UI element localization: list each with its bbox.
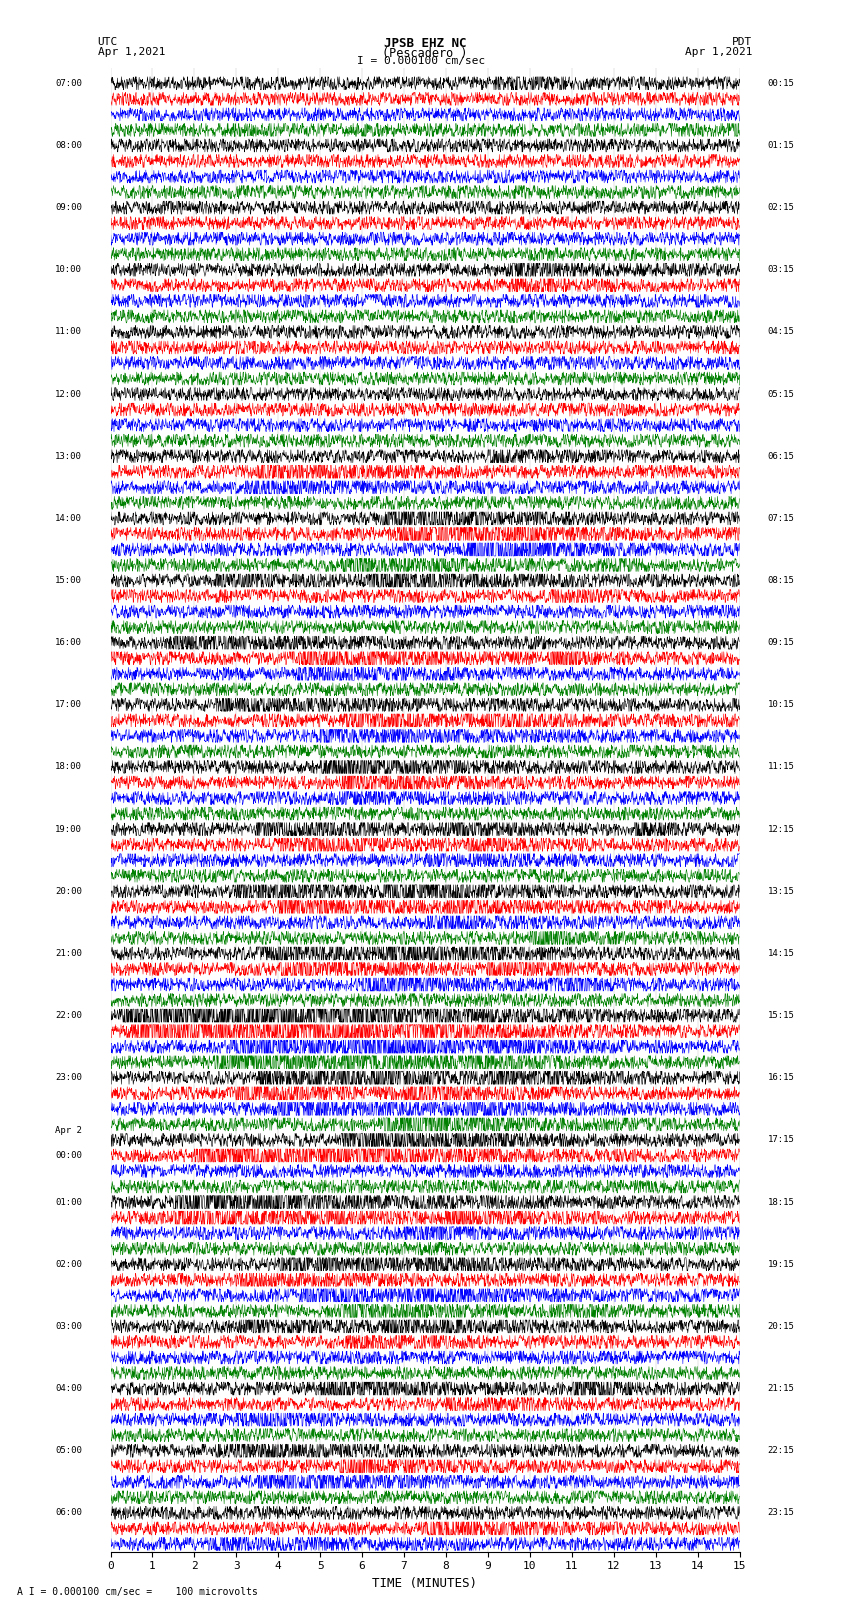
Text: Apr 1,2021: Apr 1,2021: [685, 47, 752, 56]
Text: 02:00: 02:00: [55, 1260, 82, 1269]
Text: 23:00: 23:00: [55, 1073, 82, 1082]
Text: 10:15: 10:15: [768, 700, 795, 710]
Text: 18:15: 18:15: [768, 1197, 795, 1207]
Text: 19:15: 19:15: [768, 1260, 795, 1269]
Text: 14:15: 14:15: [768, 948, 795, 958]
Text: 07:00: 07:00: [55, 79, 82, 87]
Text: 11:15: 11:15: [768, 763, 795, 771]
Text: 04:00: 04:00: [55, 1384, 82, 1394]
Text: 13:15: 13:15: [768, 887, 795, 895]
Text: 00:00: 00:00: [55, 1152, 82, 1160]
Text: PDT: PDT: [732, 37, 752, 47]
Text: 22:00: 22:00: [55, 1011, 82, 1019]
Text: 19:00: 19:00: [55, 824, 82, 834]
Text: 05:15: 05:15: [768, 390, 795, 398]
Text: 09:15: 09:15: [768, 639, 795, 647]
Text: 10:00: 10:00: [55, 265, 82, 274]
Text: 11:00: 11:00: [55, 327, 82, 337]
Text: 17:15: 17:15: [768, 1136, 795, 1145]
Text: 20:15: 20:15: [768, 1323, 795, 1331]
Text: Apr 1,2021: Apr 1,2021: [98, 47, 165, 56]
Text: 14:00: 14:00: [55, 515, 82, 523]
Text: 09:00: 09:00: [55, 203, 82, 211]
Text: 15:00: 15:00: [55, 576, 82, 586]
X-axis label: TIME (MINUTES): TIME (MINUTES): [372, 1578, 478, 1590]
Text: 02:15: 02:15: [768, 203, 795, 211]
Text: 16:00: 16:00: [55, 639, 82, 647]
Text: 07:15: 07:15: [768, 515, 795, 523]
Text: (Pescadero ): (Pescadero ): [382, 47, 468, 60]
Text: A I = 0.000100 cm/sec =    100 microvolts: A I = 0.000100 cm/sec = 100 microvolts: [17, 1587, 258, 1597]
Text: 08:15: 08:15: [768, 576, 795, 586]
Text: 08:00: 08:00: [55, 140, 82, 150]
Text: 03:15: 03:15: [768, 265, 795, 274]
Text: 15:15: 15:15: [768, 1011, 795, 1019]
Text: 04:15: 04:15: [768, 327, 795, 337]
Text: 01:00: 01:00: [55, 1197, 82, 1207]
Text: I = 0.000100 cm/sec: I = 0.000100 cm/sec: [357, 56, 484, 66]
Text: 22:15: 22:15: [768, 1447, 795, 1455]
Text: 13:00: 13:00: [55, 452, 82, 461]
Text: 23:15: 23:15: [768, 1508, 795, 1518]
Text: 17:00: 17:00: [55, 700, 82, 710]
Text: 18:00: 18:00: [55, 763, 82, 771]
Text: 12:00: 12:00: [55, 390, 82, 398]
Text: 21:15: 21:15: [768, 1384, 795, 1394]
Text: 21:00: 21:00: [55, 948, 82, 958]
Text: 00:15: 00:15: [768, 79, 795, 87]
Text: UTC: UTC: [98, 37, 118, 47]
Text: 03:00: 03:00: [55, 1323, 82, 1331]
Text: 12:15: 12:15: [768, 824, 795, 834]
Text: 16:15: 16:15: [768, 1073, 795, 1082]
Text: 06:00: 06:00: [55, 1508, 82, 1518]
Text: 01:15: 01:15: [768, 140, 795, 150]
Text: 05:00: 05:00: [55, 1447, 82, 1455]
Text: 20:00: 20:00: [55, 887, 82, 895]
Text: JPSB EHZ NC: JPSB EHZ NC: [383, 37, 467, 50]
Text: Apr 2: Apr 2: [55, 1126, 82, 1136]
Text: 06:15: 06:15: [768, 452, 795, 461]
